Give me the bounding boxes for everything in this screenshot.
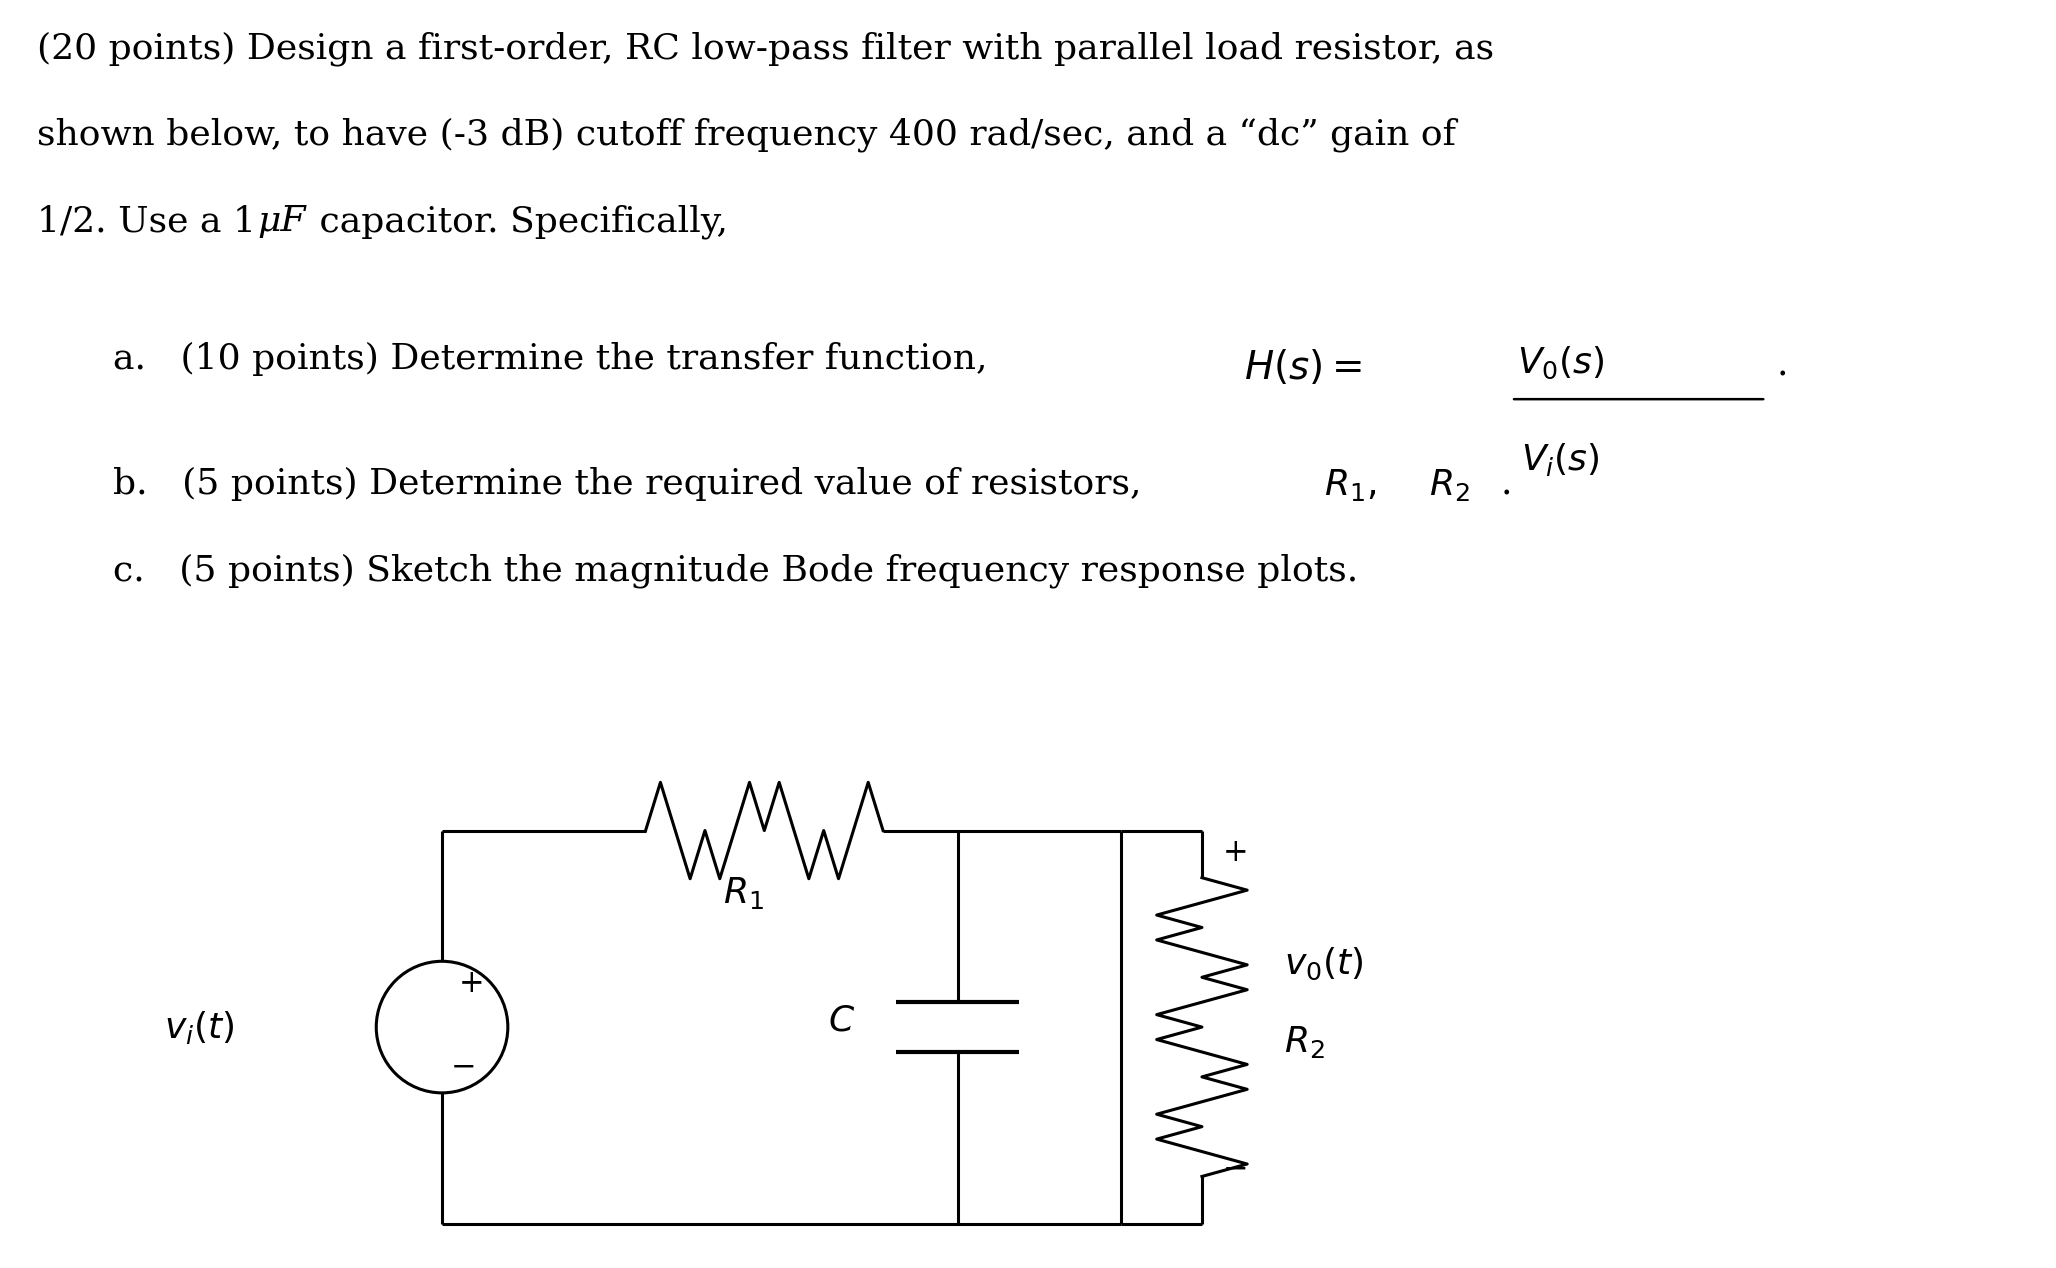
Text: $C$: $C$ <box>829 1004 855 1037</box>
Text: $H(s) =$: $H(s) =$ <box>1244 349 1361 388</box>
Text: $R_2$: $R_2$ <box>1429 467 1470 503</box>
Text: $R_1$: $R_1$ <box>724 875 765 910</box>
Text: $v_0(t)$: $v_0(t)$ <box>1285 946 1363 981</box>
Text: c.   (5 points) Sketch the magnitude Bode frequency response plots.: c. (5 points) Sketch the magnitude Bode … <box>113 553 1359 588</box>
Text: $R_1,$: $R_1,$ <box>1324 467 1375 503</box>
Text: +: + <box>1223 837 1248 867</box>
Text: b.   (5 points) Determine the required value of resistors,: b. (5 points) Determine the required val… <box>113 467 1164 501</box>
Text: +: + <box>458 967 483 999</box>
Text: $V_0(s)$: $V_0(s)$ <box>1517 345 1606 380</box>
Text: $V_i(s)$: $V_i(s)$ <box>1521 441 1600 478</box>
Text: −: − <box>1223 1154 1248 1184</box>
Text: (20 points) Design a first-order, RC low-pass filter with parallel load resistor: (20 points) Design a first-order, RC low… <box>37 32 1495 66</box>
Text: −: − <box>450 1051 475 1083</box>
Text: a.   (10 points) Determine the transfer function,: a. (10 points) Determine the transfer fu… <box>113 342 1012 377</box>
Text: shown below, to have (-3 dB) cutoff frequency 400 rad/sec, and a “dc” gain of: shown below, to have (-3 dB) cutoff freq… <box>37 118 1456 152</box>
Text: 1/2. Use a 1: 1/2. Use a 1 <box>37 204 267 238</box>
Text: $R_2$: $R_2$ <box>1285 1025 1324 1060</box>
Text: .: . <box>1501 467 1513 501</box>
Text: $v_i(t)$: $v_i(t)$ <box>164 1008 234 1046</box>
Text: .: . <box>1776 349 1789 383</box>
Text: capacitor. Specifically,: capacitor. Specifically, <box>308 204 728 238</box>
Text: μF: μF <box>257 204 306 238</box>
